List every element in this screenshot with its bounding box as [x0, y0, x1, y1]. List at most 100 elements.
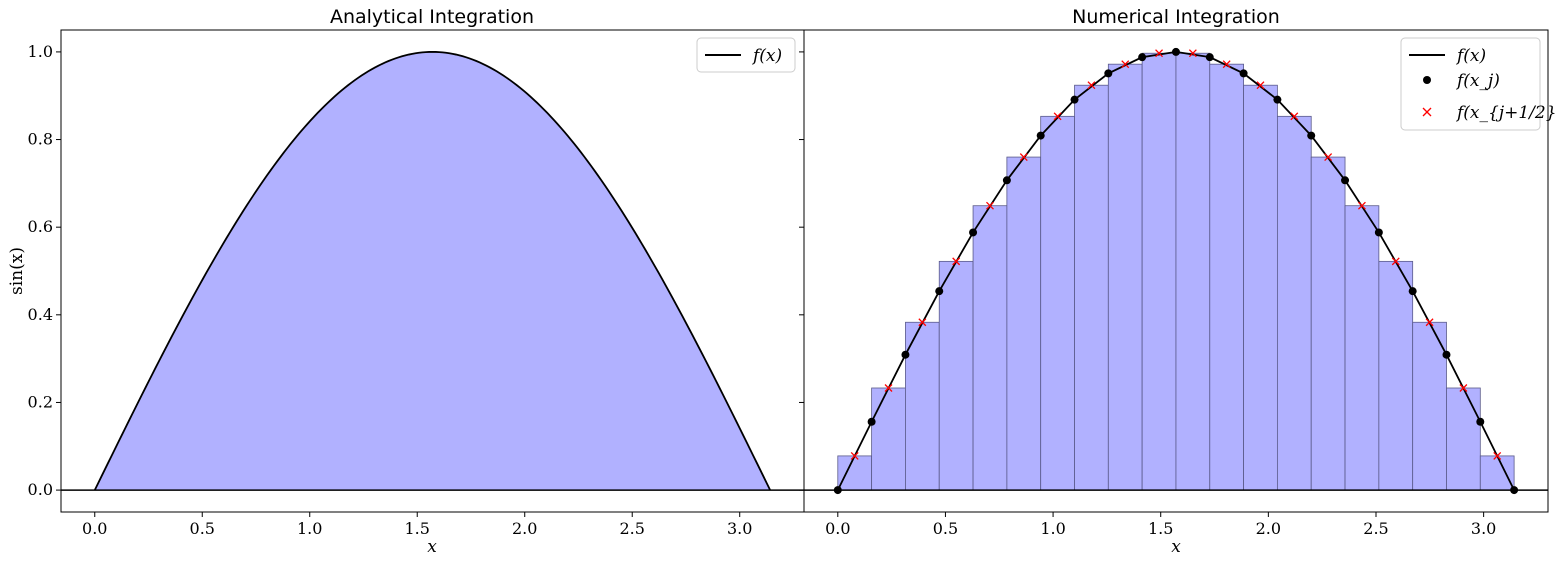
x-tick-label: 0.0 — [82, 519, 107, 538]
right-legend-label-2: f(x_{j+1/2}) — [1455, 103, 1556, 123]
riemann-bar — [1074, 84, 1109, 491]
x-tick-label: 2.5 — [1363, 519, 1388, 538]
node-point — [1171, 47, 1180, 56]
midpoint-marker — [918, 318, 927, 327]
right-y-ticks — [799, 51, 804, 491]
node-point — [1374, 228, 1383, 237]
left-x-ticks: 0.0 0.5 1.0 1.5 2.0 2.5 3.0 — [82, 512, 752, 538]
right-title: Numerical Integration — [1072, 6, 1280, 28]
riemann-bar — [1479, 455, 1515, 491]
y-tick-label: 0.6 — [28, 217, 53, 236]
riemann-bar — [837, 455, 873, 491]
node-point — [1104, 69, 1113, 78]
right-legend-box — [1400, 37, 1541, 131]
riemann-bar — [1412, 321, 1447, 491]
riemann-bar — [1276, 115, 1312, 491]
left-legend-label-0: f(x) — [751, 46, 782, 66]
y-tick-label: 0.8 — [28, 130, 53, 149]
x-tick-label: 1.0 — [1040, 519, 1065, 538]
right-legend-label-0: f(x) — [1455, 46, 1486, 66]
midpoint-marker — [884, 384, 893, 392]
left-y-axis-label: sin(x) — [7, 247, 27, 295]
right-legend-cross-swatch — [1422, 107, 1432, 117]
x-tick-label: 1.5 — [1148, 519, 1173, 538]
midpoint-marker — [1121, 60, 1130, 69]
riemann-bar — [1141, 52, 1177, 491]
left-y-ticks: 0.0 0.2 0.4 0.6 0.8 1.0 — [28, 42, 61, 499]
riemann-bar — [938, 260, 974, 491]
riemann-bar — [871, 387, 906, 491]
left-function-line — [93, 51, 771, 491]
x-tick-label: 3.0 — [727, 519, 752, 538]
node-point — [1510, 486, 1519, 495]
x-tick-label: 1.5 — [405, 519, 430, 538]
midpoint-marker — [1087, 81, 1096, 90]
riemann-bar — [972, 205, 1008, 491]
left-title: Analytical Integration — [330, 6, 534, 28]
left-legend-box — [696, 37, 796, 73]
midpoint-marker — [1019, 153, 1028, 162]
node-point — [1070, 95, 1079, 104]
x-tick-label: 2.5 — [619, 519, 644, 538]
y-tick-label: 1.0 — [28, 42, 53, 61]
midpoint-marker — [1290, 112, 1299, 121]
right-x-ticks: 0.0 0.5 1.0 1.5 2.0 2.5 3.0 — [825, 512, 1496, 538]
riemann-bar — [1209, 63, 1244, 491]
node-point — [1341, 176, 1350, 185]
x-tick-label: 0.5 — [190, 519, 215, 538]
node-point — [1239, 69, 1248, 78]
y-tick-label: 0.4 — [28, 305, 53, 324]
right-plot-area — [804, 47, 1548, 495]
left-x-axis-label: x — [427, 537, 437, 557]
right-legend-dot-swatch — [1423, 76, 1431, 84]
node-point — [867, 417, 876, 426]
riemann-bar — [1310, 156, 1346, 491]
right-axes-frame — [803, 29, 1549, 513]
left-area-fill — [94, 51, 771, 491]
right-legend-label-1: f(x_j) — [1455, 71, 1500, 91]
node-point — [935, 287, 944, 296]
node-point — [1002, 176, 1011, 185]
riemann-bar — [1006, 156, 1042, 491]
midpoint-marker — [1155, 49, 1164, 58]
riemann-bar — [1446, 387, 1481, 491]
midpoint-marker — [1188, 49, 1197, 58]
midpoint-marker — [1222, 60, 1231, 69]
midpoint-marker — [1053, 112, 1062, 121]
x-tick-label: 3.0 — [1471, 519, 1496, 538]
node-point — [1138, 53, 1147, 62]
y-tick-label: 0.0 — [28, 480, 53, 499]
y-tick-label: 0.2 — [28, 392, 53, 411]
riemann-bar — [1040, 115, 1075, 491]
node-point — [1408, 287, 1417, 296]
node-point — [901, 350, 910, 359]
riemann-bar — [905, 321, 940, 491]
x-tick-label: 2.0 — [512, 519, 537, 538]
riemann-bar — [1175, 52, 1211, 491]
x-tick-label: 0.0 — [825, 519, 850, 538]
right-panel: Numerical Integration 0.0 0.5 1.0 1.5 2.0 2.5… — [799, 6, 1556, 557]
x-tick-label: 0.5 — [933, 519, 958, 538]
left-legend: f(x) — [696, 37, 796, 73]
left-plot-area — [61, 51, 804, 491]
node-point — [1307, 131, 1316, 140]
x-tick-label: 2.0 — [1256, 519, 1281, 538]
midpoint-marker — [1324, 153, 1333, 162]
node-point — [969, 228, 978, 237]
node-point — [833, 486, 842, 495]
node-point — [1273, 95, 1282, 104]
node-point — [1476, 417, 1485, 426]
midpoint-marker — [1425, 318, 1434, 327]
x-tick-label: 1.0 — [297, 519, 322, 538]
midpoint-marker — [1357, 201, 1366, 210]
node-point — [1442, 350, 1451, 359]
midpoint-marker — [1391, 257, 1400, 266]
midpoint-marker — [986, 201, 994, 210]
midpoint-marker — [1493, 451, 1502, 460]
right-x-axis-label: x — [1171, 537, 1181, 557]
midpoint-marker — [1256, 81, 1265, 90]
midpoint-marker — [850, 451, 859, 460]
node-point — [1036, 131, 1045, 140]
right-legend: f(x) f(x_j) f(x_{j+1/2}) — [1400, 37, 1556, 131]
